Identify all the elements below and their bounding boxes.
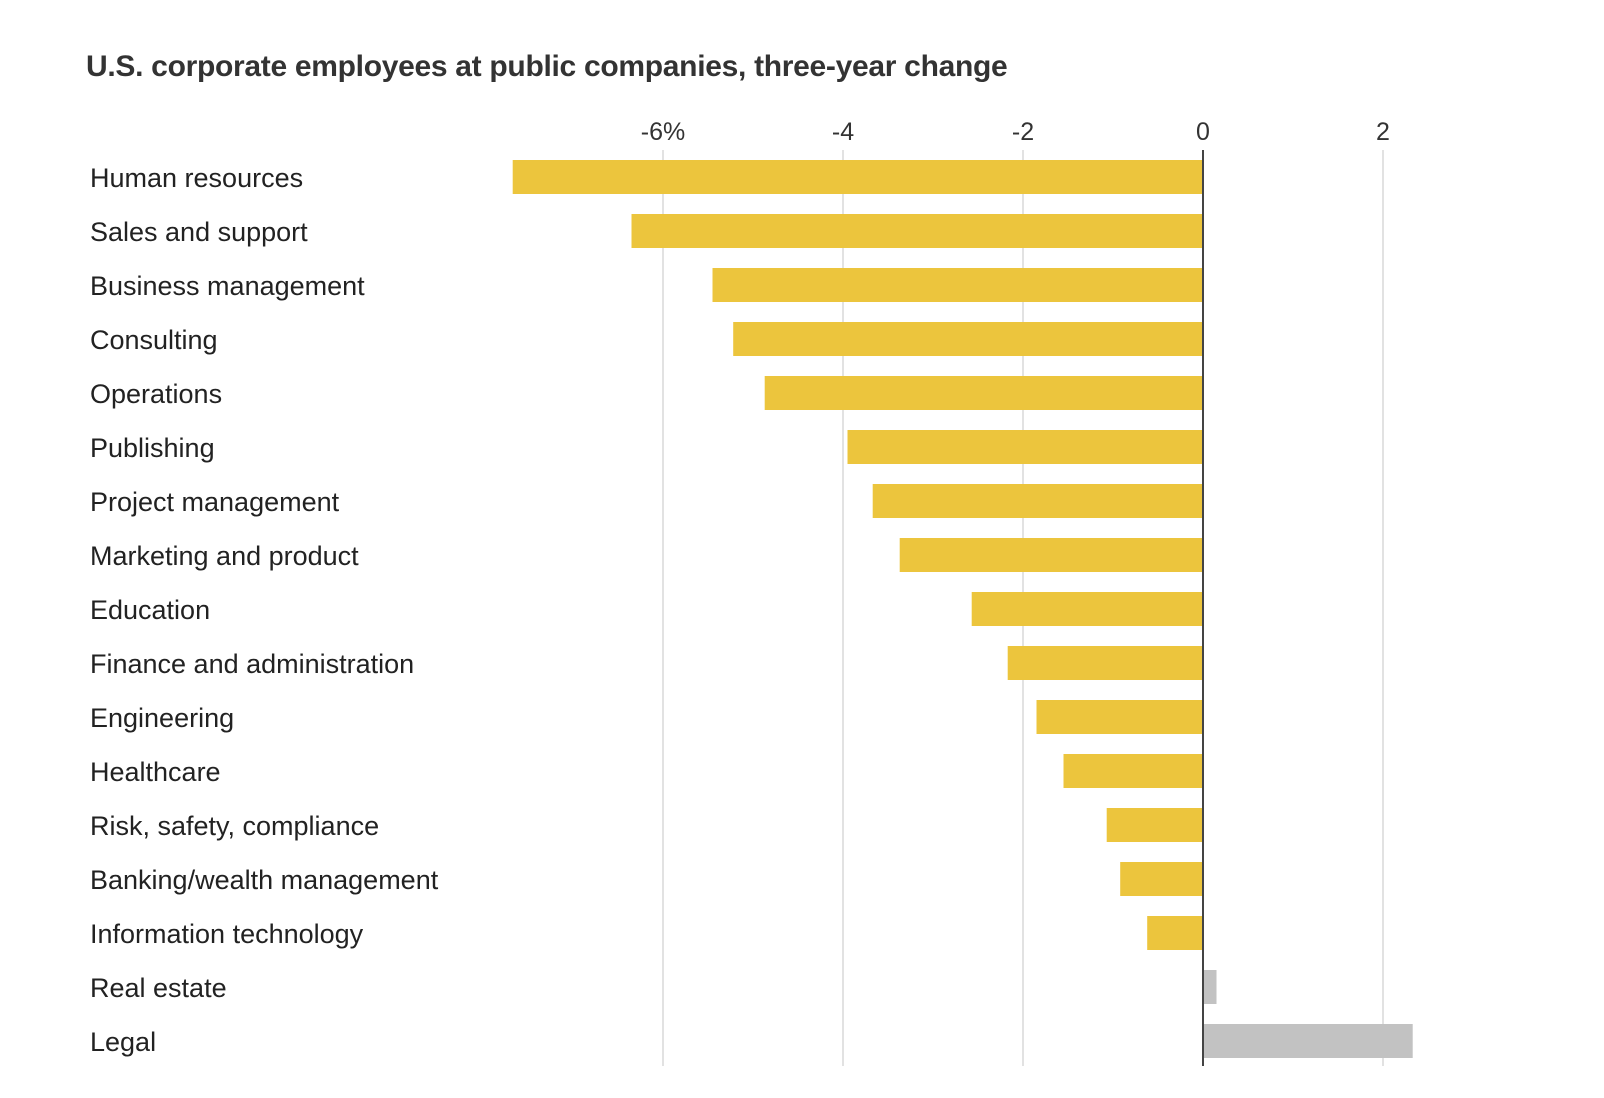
bar <box>1147 916 1203 950</box>
category-label: Education <box>90 595 210 625</box>
category-label: Sales and support <box>90 217 308 247</box>
category-label: Real estate <box>90 973 227 1003</box>
bar <box>1063 754 1203 788</box>
bar <box>764 376 1203 410</box>
category-label: Human resources <box>90 163 303 193</box>
category-label: Operations <box>90 379 222 409</box>
category-label: Banking/wealth management <box>90 865 439 895</box>
category-label: Information technology <box>90 919 364 949</box>
bar <box>733 322 1203 356</box>
x-axis-ticks: -6% -4 -2 0 2 <box>641 118 1390 146</box>
category-label: Risk, safety, compliance <box>90 811 379 841</box>
x-tick-label: 0 <box>1196 118 1210 146</box>
x-tick-label: -2 <box>1012 118 1034 146</box>
category-label: Legal <box>90 1027 156 1057</box>
category-label: Engineering <box>90 703 234 733</box>
bar <box>899 538 1203 572</box>
bar <box>1007 646 1203 680</box>
x-tick-label: -4 <box>832 118 854 146</box>
bar <box>512 160 1203 194</box>
category-label: Business management <box>90 271 365 301</box>
bar <box>971 592 1203 626</box>
category-labels: Human resources Sales and support Business… <box>90 163 439 1057</box>
bar <box>1203 1024 1413 1058</box>
category-label: Finance and administration <box>90 649 414 679</box>
chart-title: U.S. corporate employees at public compa… <box>86 50 1008 83</box>
bar <box>872 484 1203 518</box>
category-label: Publishing <box>90 433 215 463</box>
category-label: Marketing and product <box>90 541 359 571</box>
bar <box>1203 970 1217 1004</box>
bar <box>1106 808 1203 842</box>
bar <box>631 214 1203 248</box>
x-tick-label: 2 <box>1376 118 1390 146</box>
x-tick-label: -6% <box>641 118 685 146</box>
category-label: Consulting <box>90 325 218 355</box>
bar <box>712 268 1203 302</box>
bars <box>512 160 1413 1058</box>
category-label: Project management <box>90 487 340 517</box>
bar <box>1036 700 1203 734</box>
bar <box>1120 862 1203 896</box>
category-label: Healthcare <box>90 757 221 787</box>
bar <box>847 430 1203 464</box>
